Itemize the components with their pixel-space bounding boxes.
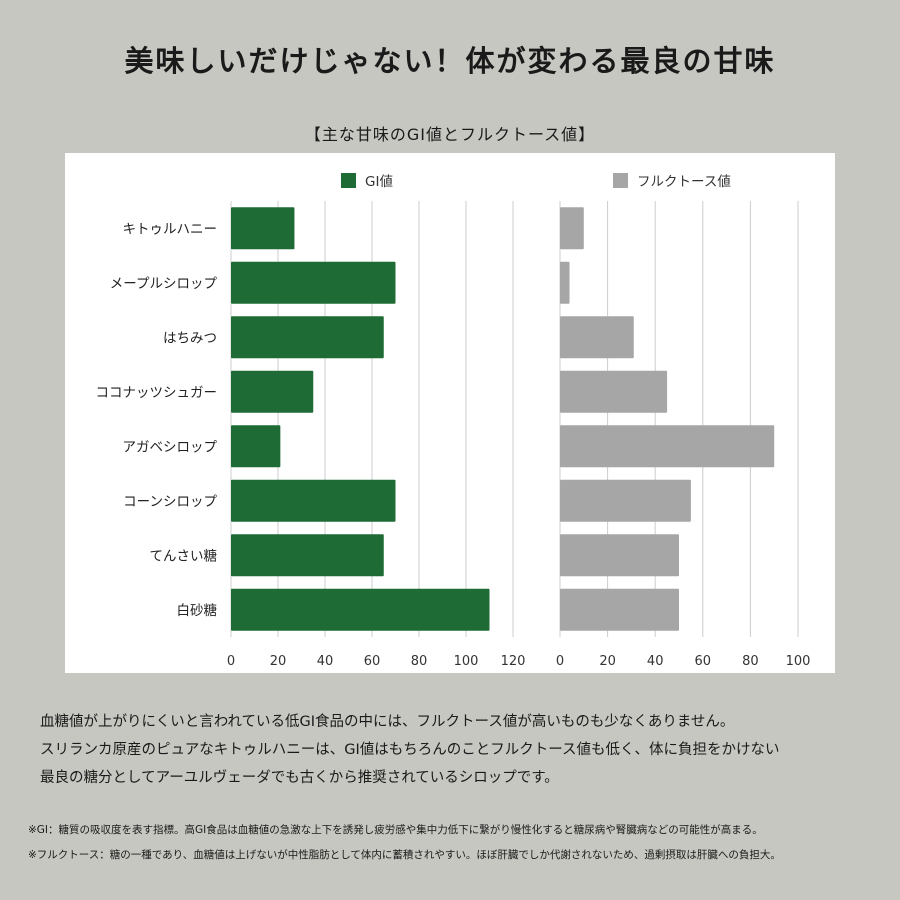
gi-bar	[231, 207, 295, 250]
gi-bar	[231, 261, 396, 304]
description-line: 血糖値が上がりにくいと言われている低GI食品の中には、フルクトース値が高いものも…	[40, 714, 735, 730]
category-label: ココナッツシュガー	[96, 385, 218, 401]
fructose-bar	[560, 479, 691, 522]
fructose-bar	[560, 261, 570, 304]
description: 血糖値が上がりにくいと言われている低GI食品の中には、フルクトース値が高いものも…	[40, 708, 880, 792]
fructose-tick-label: 80	[742, 654, 759, 669]
category-label: キトゥルハニー	[123, 221, 218, 237]
fructose-tick-label: 40	[647, 654, 664, 669]
fructose-legend-swatch	[613, 173, 628, 188]
bar-charts: 0 20 40 60 80 100 120 GI値 0 20 40 60 80 100 フルクトース値キトゥ…	[96, 173, 811, 669]
gi-legend-label: GI値	[365, 174, 393, 190]
category-label: アガベシロップ	[123, 439, 218, 455]
chart-panel: 0 20 40 60 80 100 120 GI値 0 20 40 60 80 100 フルクトース値キトゥ…	[65, 153, 835, 673]
gi-bar	[231, 425, 281, 468]
fructose-legend-label: フルクトース値	[637, 174, 731, 190]
fructose-bar	[560, 316, 634, 359]
fructose-bar	[560, 370, 668, 413]
category-label: はちみつ	[163, 330, 217, 346]
gi-legend-swatch	[341, 173, 356, 188]
category-label: 白砂糖	[177, 603, 218, 619]
fructose-bar	[560, 534, 679, 577]
fructose-bar	[560, 425, 775, 468]
footnote-gi: ※GI：糖質の吸収度を表す指標。高GI食品は血糖値の急激な上下を誘発し疲労感や集…	[28, 824, 763, 836]
gi-bar	[231, 588, 490, 631]
gi-tick-label: 60	[364, 654, 381, 669]
footnote-fructose: ※フルクトース：糖の一種であり、血糖値は上げないが中性脂肪として体内に蓄積されや…	[28, 849, 781, 861]
fructose-tick-label: 20	[599, 654, 616, 669]
category-label: コーンシロップ	[123, 494, 217, 510]
gi-bar	[231, 479, 396, 522]
gi-tick-label: 100	[454, 654, 479, 669]
chart-title: 【主な甘味のGI値とフルクトース値】	[304, 125, 596, 144]
fructose-tick-label: 100	[786, 654, 811, 669]
fructose-bar	[560, 207, 584, 250]
gi-tick-label: 80	[411, 654, 428, 669]
fructose-tick-label: 0	[556, 654, 564, 669]
gi-bar	[231, 370, 314, 413]
description-line: スリランカ原産のピュアなキトゥルハニーは、GI値はもちろんのことフルクトース値も…	[40, 742, 780, 758]
gi-tick-label: 0	[227, 654, 235, 669]
fructose-tick-label: 60	[695, 654, 712, 669]
headline: 美味しいだけじゃない！体が変わる最良の甘味	[124, 44, 776, 78]
description-line: 最良の糖分としてアーユルヴェーダでも古くから推奨されているシロップです。	[40, 770, 559, 786]
gi-bar	[231, 316, 384, 359]
category-label: メープルシロップ	[110, 276, 218, 292]
fructose-bar	[560, 588, 679, 631]
gi-bar	[231, 534, 384, 577]
gi-tick-label: 120	[501, 654, 526, 669]
gi-tick-label: 20	[270, 654, 287, 669]
category-label: てんさい糖	[150, 548, 218, 564]
gi-tick-label: 40	[317, 654, 334, 669]
footnotes: ※GI：糖質の吸収度を表す指標。高GI食品は血糖値の急激な上下を誘発し疲労感や集…	[28, 818, 888, 868]
